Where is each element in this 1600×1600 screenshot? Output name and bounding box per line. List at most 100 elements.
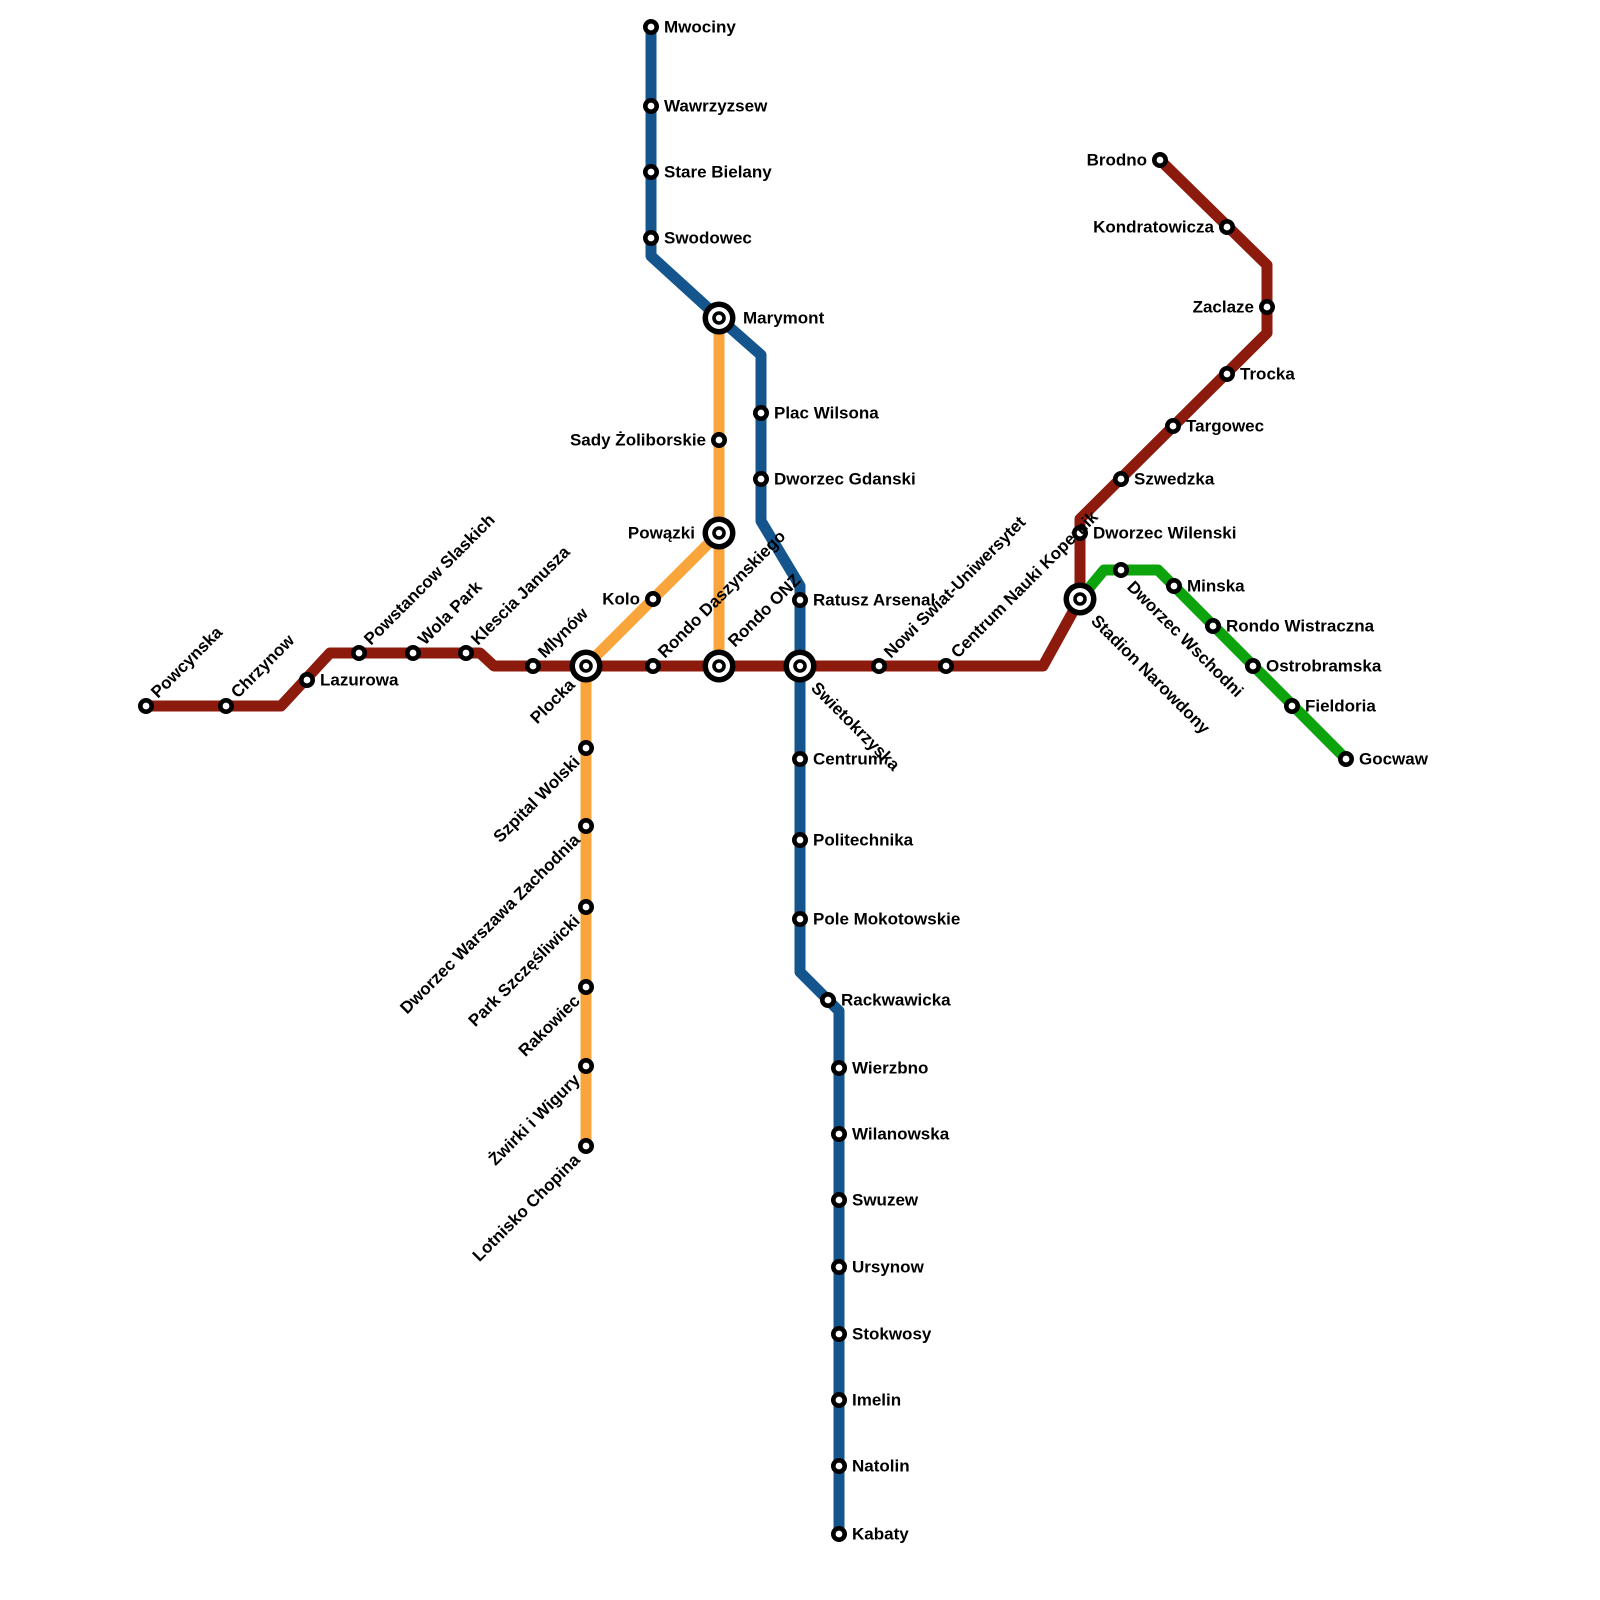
- station-label-mwociny: Mwociny: [664, 18, 736, 37]
- interchange-marker-ring: [715, 662, 723, 670]
- station-label-rakowiec: Rakowiec: [515, 991, 584, 1060]
- station-dworzec-gdanski: [752, 470, 769, 487]
- station-sady-zoliborskie: [710, 431, 727, 448]
- station-label-lazurowa: Lazurowa: [320, 671, 399, 690]
- station-plocka: [569, 649, 603, 683]
- station-rondo-onz: [702, 649, 736, 683]
- station-label-ratusz-arsenal: Ratusz Arsenal: [813, 591, 935, 610]
- station-marker: [642, 230, 659, 247]
- station-powcynska: [138, 697, 155, 714]
- station-marker: [937, 657, 954, 674]
- station-lazurowa: [298, 671, 315, 688]
- station-marker: [577, 1058, 594, 1075]
- station-klescia-janusza: [457, 644, 474, 661]
- station-ursynow: [830, 1259, 847, 1276]
- interchange-marker-ring: [796, 662, 804, 670]
- station-chrzynow: [218, 697, 235, 714]
- station-label-ostrobramska: Ostrobramska: [1266, 657, 1382, 676]
- station-marker: [1284, 697, 1301, 714]
- station-marker: [298, 671, 315, 688]
- station-szwedzka: [1113, 470, 1130, 487]
- station-label-kolo: Kolo: [602, 590, 640, 609]
- interchange-marker-ring: [715, 314, 723, 322]
- station-wawrzyzsew: [642, 98, 659, 115]
- station-ostrobramska: [1245, 657, 1262, 674]
- station-label-kabaty: Kabaty: [852, 1525, 909, 1544]
- station-marker: [1166, 577, 1183, 594]
- station-label-ursynow: Ursynow: [852, 1258, 925, 1277]
- station-marker: [1219, 365, 1236, 382]
- station-label-minska: Minska: [1187, 577, 1245, 596]
- station-marker: [642, 98, 659, 115]
- station-imelin: [830, 1392, 847, 1409]
- station-dworzec-wilenski: [1072, 524, 1089, 541]
- station-marker: [1165, 417, 1182, 434]
- station-marker: [138, 697, 155, 714]
- station-gocwaw: [1338, 750, 1355, 767]
- station-marker: [218, 697, 235, 714]
- station-pole-mokotowskie: [791, 910, 808, 927]
- station-nowi-swiat-uniwersytet: [870, 657, 887, 674]
- station-label-gocwaw: Gocwaw: [1359, 750, 1429, 769]
- station-label-plac-wilsona: Plac Wilsona: [774, 404, 879, 423]
- station-marker: [1152, 152, 1169, 169]
- station-marker: [830, 1126, 847, 1143]
- station-marker: [830, 1060, 847, 1077]
- station-marker: [577, 817, 594, 834]
- station-marker: [642, 18, 659, 35]
- station-marker: [457, 644, 474, 661]
- station-marker: [1072, 524, 1089, 541]
- station-trocka: [1219, 365, 1236, 382]
- transit-lines-layer: [146, 27, 1350, 1534]
- station-marker: [642, 164, 659, 181]
- station-marker: [577, 978, 594, 995]
- station-label-targowec: Targowec: [1186, 417, 1264, 436]
- station-marker: [830, 1526, 847, 1543]
- station-marker: [1338, 750, 1355, 767]
- station-dworzec-wschodni: [1113, 561, 1130, 578]
- station-rondo-daszynskiego: [644, 657, 661, 674]
- station-label-powcynska: Powcynska: [147, 622, 226, 701]
- station-marker: [404, 644, 421, 661]
- station-marker: [577, 1138, 594, 1155]
- interchange-marker-ring: [715, 529, 723, 537]
- station-centrum: [791, 750, 808, 767]
- station-marker: [830, 1192, 847, 1209]
- station-marker: [350, 644, 367, 661]
- interchange-marker-ring: [1076, 595, 1084, 603]
- station-label-fieldoria: Fieldoria: [1305, 697, 1376, 716]
- station-kabaty: [830, 1526, 847, 1543]
- station-marker: [791, 910, 808, 927]
- station-label-powazki: Powązki: [628, 524, 695, 543]
- station-label-trocka: Trocka: [1240, 365, 1295, 384]
- station-marker: [1259, 298, 1276, 315]
- station-label-lotnisko-chopina: Lotnisko Chopina: [469, 1150, 584, 1265]
- station-labels-layer: Mwociny Wawrzyzsew Stare Bielany Swodowec Ma…: [147, 18, 1428, 1544]
- station-wierzbno: [830, 1060, 847, 1077]
- station-stadion-narowdony: [1063, 582, 1097, 616]
- station-kondratowicza: [1219, 219, 1236, 236]
- station-marker: [830, 1326, 847, 1343]
- station-szpital-wolski: [577, 739, 594, 756]
- station-label-swuzew: Swuzew: [852, 1191, 919, 1210]
- station-label-marymont: Marymont: [743, 309, 825, 328]
- station-marker: [1219, 219, 1236, 236]
- station-swuzew: [830, 1192, 847, 1209]
- station-kolo: [644, 590, 661, 607]
- station-wola-park: [404, 644, 421, 661]
- station-plac-wilsona: [752, 404, 769, 421]
- station-label-dworzec-gdanski: Dworzec Gdanski: [774, 470, 916, 489]
- station-marker: [1245, 657, 1262, 674]
- station-label-rondo-wistraczna: Rondo Wistraczna: [1226, 617, 1375, 636]
- station-marker: [644, 590, 661, 607]
- station-marker: [752, 470, 769, 487]
- station-marker: [524, 657, 541, 674]
- station-rondo-wistraczna: [1205, 617, 1222, 634]
- station-marker: [1113, 561, 1130, 578]
- station-label-dworzec-warszawa-zachodnia: Dworzec Warszawa Zachodnia: [396, 830, 584, 1018]
- station-label-stadion-narowdony: Stadion Narowdony: [1087, 611, 1214, 738]
- station-marker: [752, 404, 769, 421]
- stations-layer: [138, 18, 1355, 1543]
- station-swietokrzyska: [783, 649, 817, 683]
- station-marker: [1113, 470, 1130, 487]
